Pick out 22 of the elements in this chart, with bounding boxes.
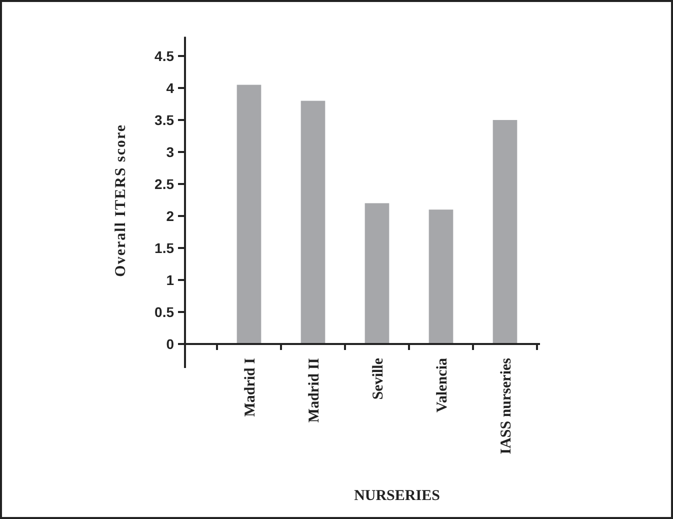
bar (236, 84, 262, 344)
x-tick-label: Madrid I (242, 358, 258, 417)
y-tick-label: 0 (166, 336, 174, 352)
y-axis-title: Overall ITERS score (113, 124, 129, 277)
y-tick-label: 3 (166, 144, 174, 160)
bar (492, 120, 518, 344)
y-tick-label: 1 (166, 272, 174, 288)
bar (428, 210, 454, 344)
x-axis-title: NURSERIES (354, 488, 440, 504)
y-tick-label: 4 (166, 80, 174, 96)
y-tick-label: 3.5 (154, 112, 174, 128)
y-tick-label: 1.5 (154, 240, 174, 256)
bar (364, 203, 390, 344)
y-tick-label: 4.5 (154, 48, 174, 64)
x-tick-label: Seville (370, 358, 386, 400)
x-tick-label: Madrid II (306, 358, 322, 423)
x-tick-label: IASS nurseries (498, 358, 514, 454)
y-tick-label: 2.5 (154, 176, 174, 192)
x-tick-label: Valencia (434, 358, 450, 412)
y-tick-label: 2 (166, 208, 174, 224)
bar (300, 100, 326, 344)
y-tick-label: 0.5 (154, 304, 174, 320)
